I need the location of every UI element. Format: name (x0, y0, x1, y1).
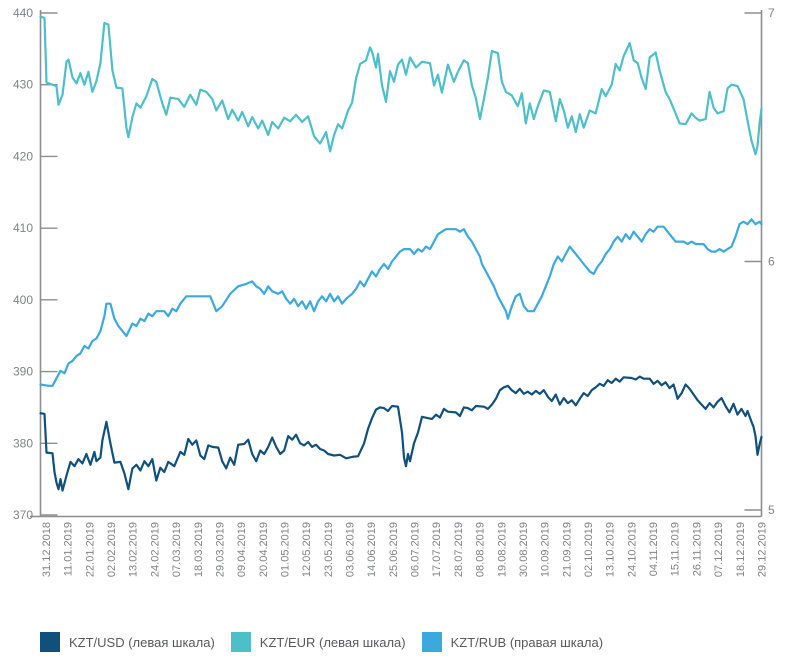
x-tick-label: 21.09.2019 (561, 522, 573, 577)
legend-label-kzt-eur: KZT/EUR (левая шкала) (259, 634, 406, 650)
x-tick-label: 13.02.2019 (128, 522, 140, 577)
series-line-kzt-eur (39, 15, 763, 156)
x-tick-label: 14.06.2019 (366, 522, 378, 577)
y-left-tick-label: 370 (13, 508, 33, 522)
y-right-tick-label: 6 (768, 255, 775, 269)
legend-swatch-kzt-eur (230, 632, 251, 652)
y-right-tick-label: 7 (768, 6, 775, 20)
series-line-kzt-usd (39, 375, 763, 492)
x-tick-label: 29.12.2019 (756, 522, 768, 577)
x-tick-label: 31.12.2018 (41, 522, 53, 577)
x-tick-label: 23.05.2019 (323, 522, 335, 577)
x-tick-label: 20.04.2019 (258, 522, 270, 577)
x-tick-label: 06.07.2019 (410, 522, 422, 577)
x-tick-label: 18.12.2019 (735, 522, 747, 577)
x-tick-label: 13.10.2019 (605, 522, 617, 577)
x-tick-label: 24.10.2019 (626, 522, 638, 577)
exchange-rate-chart: 440 430 420 410 400 390 380 370 7 6 5 31.12.2018 1… (13, 6, 775, 577)
y-axis-right: 7 6 5 (744, 6, 775, 517)
y-left-tick-label: 440 (13, 6, 33, 20)
x-tick-label: 25.06.2019 (388, 522, 400, 577)
y-left-tick-label: 430 (13, 78, 33, 92)
x-tick-label: 12.05.2019 (301, 522, 313, 577)
x-tick-label: 11.01.2019 (63, 522, 75, 576)
x-tick-label: 28.07.2019 (453, 522, 465, 577)
x-tick-label: 15.11.2019 (670, 522, 682, 576)
y-left-tick-label: 410 (13, 221, 33, 235)
x-tick-label: 22.01.2019 (84, 522, 96, 577)
y-left-tick-label: 420 (13, 149, 33, 163)
x-tick-label: 26.11.2019 (691, 522, 703, 576)
x-tick-label: 08.08.2019 (475, 522, 487, 577)
legend-label-kzt-usd: KZT/USD (левая шкала) (69, 634, 215, 650)
y-axis-left: 440 430 420 410 400 390 380 370 (13, 6, 58, 522)
x-tick-label: 02.02.2019 (106, 522, 118, 577)
x-tick-label: 24.02.2019 (149, 522, 161, 577)
x-tick-label: 19.08.2019 (496, 522, 508, 577)
x-tick-label: 30.08.2019 (518, 522, 530, 577)
x-tick-label: 10.09.2019 (540, 522, 552, 577)
x-tick-label: 03.06.2019 (345, 522, 357, 577)
y-left-tick-label: 400 (13, 293, 33, 307)
x-tick-label: 07.12.2019 (713, 522, 725, 577)
x-tick-label: 09.04.2019 (236, 522, 248, 577)
legend-label-kzt-rub: KZT/RUB (правая шкала) (450, 634, 604, 650)
chart-legend: KZT/USD (левая шкала) KZT/EUR (левая шка… (40, 632, 619, 652)
x-tick-label: 18.03.2019 (193, 522, 205, 577)
chart-series (39, 15, 763, 492)
y-right-tick-label: 5 (768, 503, 775, 517)
y-left-tick-label: 390 (13, 365, 33, 379)
y-left-tick-label: 380 (13, 436, 33, 450)
x-tick-label: 17.07.2019 (431, 522, 443, 577)
x-tick-label: 29.03.2019 (214, 522, 226, 577)
x-tick-label: 02.10.2019 (583, 522, 595, 577)
series-line-kzt-rub (39, 218, 763, 387)
x-tick-label: 07.03.2019 (171, 522, 183, 577)
legend-swatch-kzt-usd (40, 632, 60, 652)
legend-item-kzt-usd: KZT/USD (левая шкала) (40, 632, 215, 652)
legend-swatch-kzt-rub (421, 632, 442, 652)
x-tick-label: 01.05.2019 (279, 522, 291, 577)
x-axis: 31.12.2018 11.01.2019 22.01.2019 02.02.2019… (41, 522, 768, 577)
legend-item-kzt-eur: KZT/EUR (левая шкала) (230, 632, 406, 652)
x-tick-label: 04.11.2019 (648, 522, 660, 576)
chart-axes (30, 10, 763, 518)
legend-item-kzt-rub: KZT/RUB (правая шкала) (421, 632, 604, 652)
